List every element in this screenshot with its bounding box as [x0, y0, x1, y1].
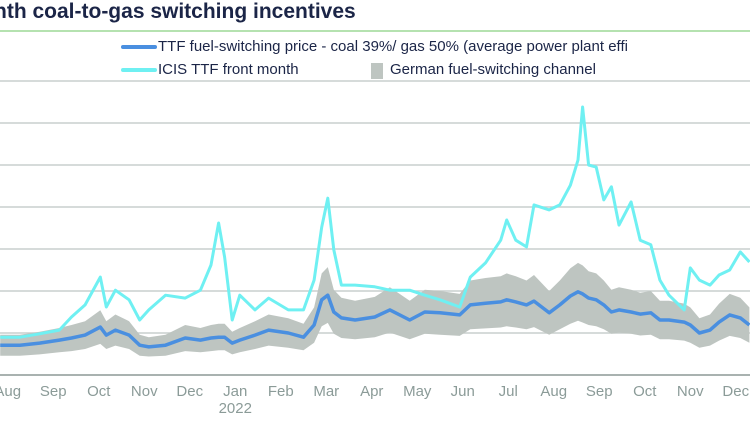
x-tick-label: Dec	[722, 383, 749, 400]
x-tick-label: Apr	[360, 383, 383, 400]
legend-swatch-fuel-switching	[121, 45, 157, 49]
chart-title: nth coal-to-gas switching incentives	[0, 0, 356, 23]
x-tick-label: Sep	[586, 383, 613, 400]
x-tick-label: Jan	[223, 383, 247, 400]
x-tick-label: Mar	[313, 383, 339, 400]
legend-label-fuel-switching: TTF fuel-switching price - coal 39%/ gas…	[158, 38, 628, 55]
x-tick-label: Aug	[540, 383, 567, 400]
series-line-icis-ttf-front-month	[0, 105, 750, 339]
x-year-label: 2022	[219, 400, 252, 417]
x-tick-label: May	[403, 383, 432, 400]
legend-swatch-channel	[371, 63, 383, 79]
x-tick-label: Jun	[451, 383, 475, 400]
x-tick-label: Aug	[0, 383, 21, 400]
x-tick-label: Jul	[499, 383, 518, 400]
legend-label-channel: German fuel-switching channel	[390, 61, 596, 78]
x-tick-label: Sep	[40, 383, 67, 400]
series-line-ttf-fuel-switching-price	[0, 290, 750, 349]
x-tick-label: Nov	[131, 383, 158, 400]
series-band-german-fuel-switching-channel	[0, 262, 750, 357]
x-tick-label: Oct	[633, 383, 657, 400]
legend-swatch-front-month	[121, 68, 157, 72]
legend-label-front-month: ICIS TTF front month	[158, 61, 299, 78]
x-tick-label: Dec	[176, 383, 203, 400]
x-tick-label: Feb	[268, 383, 294, 400]
x-tick-label: Nov	[677, 383, 704, 400]
x-tick-label: Oct	[87, 383, 111, 400]
